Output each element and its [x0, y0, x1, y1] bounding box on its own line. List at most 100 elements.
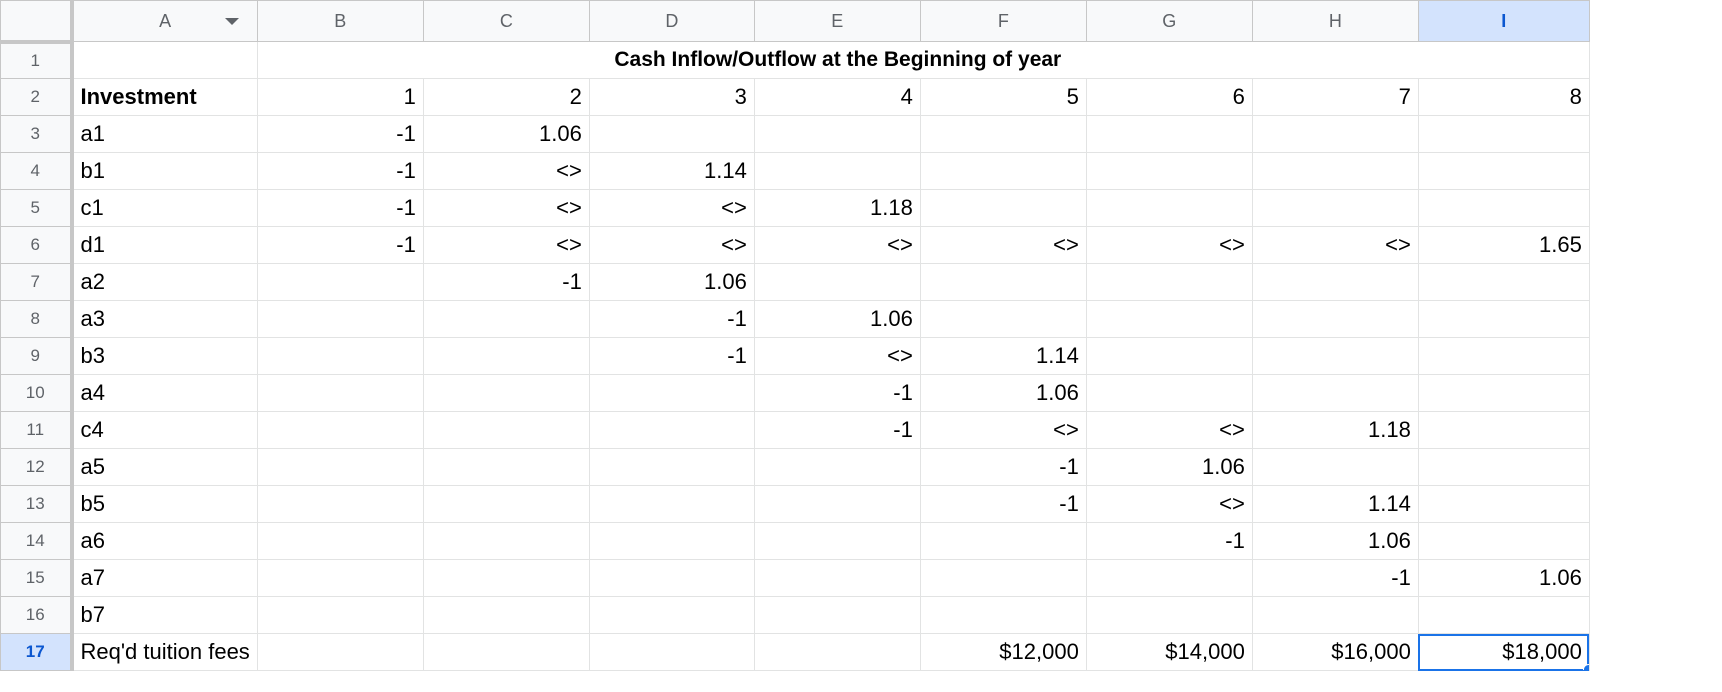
cash-flow-cell[interactable]: [256, 411, 424, 449]
cash-flow-cell[interactable]: <>: [1085, 411, 1253, 449]
fill-handle[interactable]: [1582, 664, 1589, 670]
select-all-corner[interactable]: [0, 0, 74, 44]
row-header[interactable]: 8: [0, 300, 74, 338]
cash-flow-cell[interactable]: [919, 300, 1087, 338]
cash-flow-cell[interactable]: -1: [588, 300, 755, 338]
cash-flow-cell[interactable]: [256, 263, 424, 301]
cash-flow-cell[interactable]: <>: [588, 226, 755, 264]
cash-flow-cell[interactable]: 1.18: [753, 189, 921, 227]
cash-flow-cell[interactable]: 1.14: [919, 337, 1087, 375]
cash-flow-cell[interactable]: [919, 152, 1087, 190]
investment-label-cell[interactable]: c1: [71, 189, 258, 227]
cash-flow-cell[interactable]: [1085, 263, 1253, 301]
cash-flow-cell[interactable]: [256, 559, 424, 597]
cash-flow-cell[interactable]: -1: [256, 152, 424, 190]
cash-flow-cell[interactable]: -1: [1085, 522, 1253, 560]
investment-label-cell[interactable]: a5: [71, 448, 258, 486]
row-header[interactable]: 10: [0, 374, 74, 412]
cash-flow-cell[interactable]: [588, 374, 755, 412]
cash-flow-cell[interactable]: [1417, 189, 1590, 227]
cash-flow-cell[interactable]: [422, 337, 590, 375]
tuition-value-cell[interactable]: $14,000: [1085, 633, 1253, 671]
row-header[interactable]: 4: [0, 152, 74, 190]
column-header-b[interactable]: B: [256, 0, 424, 42]
cash-flow-cell[interactable]: [1251, 189, 1419, 227]
selected-cell[interactable]: $18,000: [1417, 633, 1590, 671]
cash-flow-cell[interactable]: <>: [588, 189, 755, 227]
cash-flow-cell[interactable]: 1.06: [753, 300, 921, 338]
column-header-h[interactable]: H: [1251, 0, 1419, 42]
cash-flow-cell[interactable]: 1.14: [588, 152, 755, 190]
cash-flow-cell[interactable]: [1085, 374, 1253, 412]
cash-flow-cell[interactable]: -1: [919, 448, 1087, 486]
cash-flow-cell[interactable]: [256, 485, 424, 523]
cash-flow-cell[interactable]: [1417, 300, 1590, 338]
cash-flow-cell[interactable]: [1085, 152, 1253, 190]
row-header[interactable]: 14: [0, 522, 74, 560]
cash-flow-cell[interactable]: -1: [256, 189, 424, 227]
cash-flow-cell[interactable]: [1251, 337, 1419, 375]
investment-label-cell[interactable]: c4: [71, 411, 258, 449]
cash-flow-cell[interactable]: -1: [919, 485, 1087, 523]
cash-flow-cell[interactable]: [919, 263, 1087, 301]
cash-flow-cell[interactable]: -1: [256, 115, 424, 153]
cash-flow-cell[interactable]: -1: [753, 411, 921, 449]
year-header-cell[interactable]: 2: [422, 78, 590, 116]
cash-flow-cell[interactable]: [753, 152, 921, 190]
cash-flow-cell[interactable]: [753, 522, 921, 560]
cash-flow-cell[interactable]: [1251, 448, 1419, 486]
row-header[interactable]: 7: [0, 263, 74, 301]
column-header-f[interactable]: F: [919, 0, 1087, 42]
cash-flow-cell[interactable]: [1085, 115, 1253, 153]
cash-flow-cell[interactable]: <>: [422, 189, 590, 227]
row-header[interactable]: 6: [0, 226, 74, 264]
cash-flow-cell[interactable]: [1251, 300, 1419, 338]
cash-flow-cell[interactable]: [256, 522, 424, 560]
cash-flow-cell[interactable]: [422, 522, 590, 560]
cash-flow-cell[interactable]: [422, 485, 590, 523]
cash-flow-cell[interactable]: [1251, 152, 1419, 190]
cash-flow-cell[interactable]: [588, 485, 755, 523]
cash-flow-cell[interactable]: [1417, 263, 1590, 301]
investment-label-cell[interactable]: b1: [71, 152, 258, 190]
cash-flow-cell[interactable]: [1085, 300, 1253, 338]
investment-label-cell[interactable]: a4: [71, 374, 258, 412]
sheet-title-cell[interactable]: Cash Inflow/Outflow at the Beginning of …: [257, 41, 1419, 79]
row-header[interactable]: 3: [0, 115, 74, 153]
investment-label-cell[interactable]: a7: [71, 559, 258, 597]
cash-flow-cell[interactable]: [588, 448, 755, 486]
cash-flow-cell[interactable]: <>: [919, 411, 1087, 449]
cash-flow-cell[interactable]: [1417, 596, 1590, 634]
cash-flow-cell[interactable]: -1: [1251, 559, 1419, 597]
cash-flow-cell[interactable]: <>: [1085, 226, 1253, 264]
cash-flow-cell[interactable]: [1417, 337, 1590, 375]
tuition-label-cell[interactable]: Req'd tuition fees: [71, 633, 258, 671]
year-header-cell[interactable]: 6: [1085, 78, 1253, 116]
cash-flow-cell[interactable]: [1251, 596, 1419, 634]
row-header-1[interactable]: 1: [0, 41, 74, 79]
year-header-cell[interactable]: 1: [256, 78, 424, 116]
cash-flow-cell[interactable]: -1: [422, 263, 590, 301]
cash-flow-cell[interactable]: [422, 411, 590, 449]
cash-flow-cell[interactable]: -1: [588, 337, 755, 375]
year-header-cell[interactable]: 4: [753, 78, 921, 116]
cash-flow-cell[interactable]: 1.06: [919, 374, 1087, 412]
column-header-g[interactable]: G: [1085, 0, 1253, 42]
cash-flow-cell[interactable]: 1.06: [588, 263, 755, 301]
cash-flow-cell[interactable]: [753, 263, 921, 301]
cash-flow-cell[interactable]: [919, 115, 1087, 153]
investment-label-cell[interactable]: d1: [71, 226, 258, 264]
cell-i1[interactable]: [1417, 41, 1590, 79]
cash-flow-cell[interactable]: [588, 559, 755, 597]
column-header-c[interactable]: C: [422, 0, 590, 42]
investment-label-cell[interactable]: b3: [71, 337, 258, 375]
cash-flow-cell[interactable]: [919, 596, 1087, 634]
tuition-value-cell[interactable]: $12,000: [919, 633, 1087, 671]
cash-flow-cell[interactable]: [1251, 263, 1419, 301]
investment-label-cell[interactable]: a6: [71, 522, 258, 560]
cash-flow-cell[interactable]: [422, 596, 590, 634]
cash-flow-cell[interactable]: [1417, 485, 1590, 523]
cash-flow-cell[interactable]: [1417, 522, 1590, 560]
year-header-cell[interactable]: 8: [1417, 78, 1590, 116]
row-header[interactable]: 15: [0, 559, 74, 597]
